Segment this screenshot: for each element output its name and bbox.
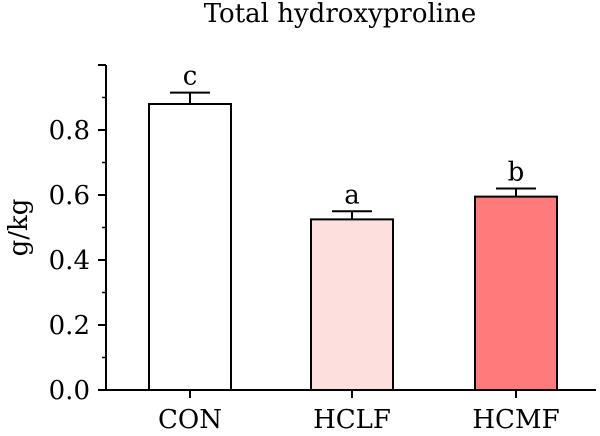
significance-letter: a	[344, 180, 360, 210]
y-tick-label: 0.6	[49, 181, 90, 211]
bar	[148, 103, 232, 391]
significance-letter: c	[183, 62, 198, 92]
y-tick-label: 0.0	[49, 376, 90, 406]
significance-letter: b	[508, 158, 525, 188]
y-tick-label: 0.4	[49, 246, 90, 276]
chart-title: Total hydroxyproline	[204, 0, 477, 29]
bar	[474, 195, 558, 391]
bar	[310, 218, 394, 391]
x-tick-label: CON	[158, 405, 222, 435]
y-tick-label: 0.2	[49, 311, 90, 341]
plot-area: 0.0 0.2 0.4 0.6 0.8 c CON a HCLF b HCMF	[49, 62, 596, 435]
x-tick-label: HCLF	[313, 405, 391, 435]
y-axis-label: g/kg	[4, 199, 34, 257]
x-tick-label: HCMF	[472, 405, 559, 435]
y-tick-label: 0.8	[49, 116, 90, 146]
